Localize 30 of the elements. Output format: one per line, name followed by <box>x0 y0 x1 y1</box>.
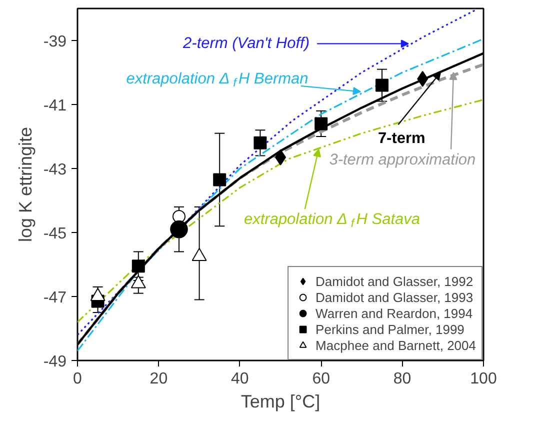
annotation: 2-term (Van't Hoff) <box>182 35 310 52</box>
x-tick-label: 40 <box>231 370 249 388</box>
x-tick-label: 20 <box>150 370 168 388</box>
y-tick-label: -45 <box>43 226 67 242</box>
legend-label: Damidot and Glasser, 1992 <box>316 274 474 288</box>
line-series <box>78 98 484 323</box>
x-tick-label: 60 <box>312 370 330 388</box>
y-axis-title: log K ettringite <box>15 126 36 242</box>
x-tick-label: 0 <box>73 370 82 388</box>
y-tick-label: -49 <box>43 354 67 370</box>
annotation: 3-term approximation <box>329 151 476 168</box>
point <box>254 136 267 150</box>
annotation: 7-term <box>378 130 426 148</box>
legend-label: Perkins and Palmer, 1999 <box>316 322 464 336</box>
legend-label: Warren and Reardon, 1994 <box>316 306 473 320</box>
y-tick-label: -43 <box>43 162 67 178</box>
point <box>170 220 188 238</box>
point <box>132 260 145 273</box>
x-tick-label: 80 <box>393 370 412 388</box>
point <box>314 117 328 130</box>
y-tick-label: -39 <box>43 34 67 50</box>
legend-label: Macphee and Barnett, 2004 <box>316 338 476 352</box>
x-axis-title: Temp [°C] <box>240 392 320 412</box>
y-tick-label: -47 <box>43 290 67 306</box>
point <box>172 210 186 223</box>
legend-label: Damidot and Glasser, 1993 <box>316 290 474 304</box>
point <box>213 173 226 186</box>
x-tick-label: 100 <box>470 370 497 388</box>
y-tick-label: -41 <box>43 98 67 114</box>
point <box>376 78 388 92</box>
